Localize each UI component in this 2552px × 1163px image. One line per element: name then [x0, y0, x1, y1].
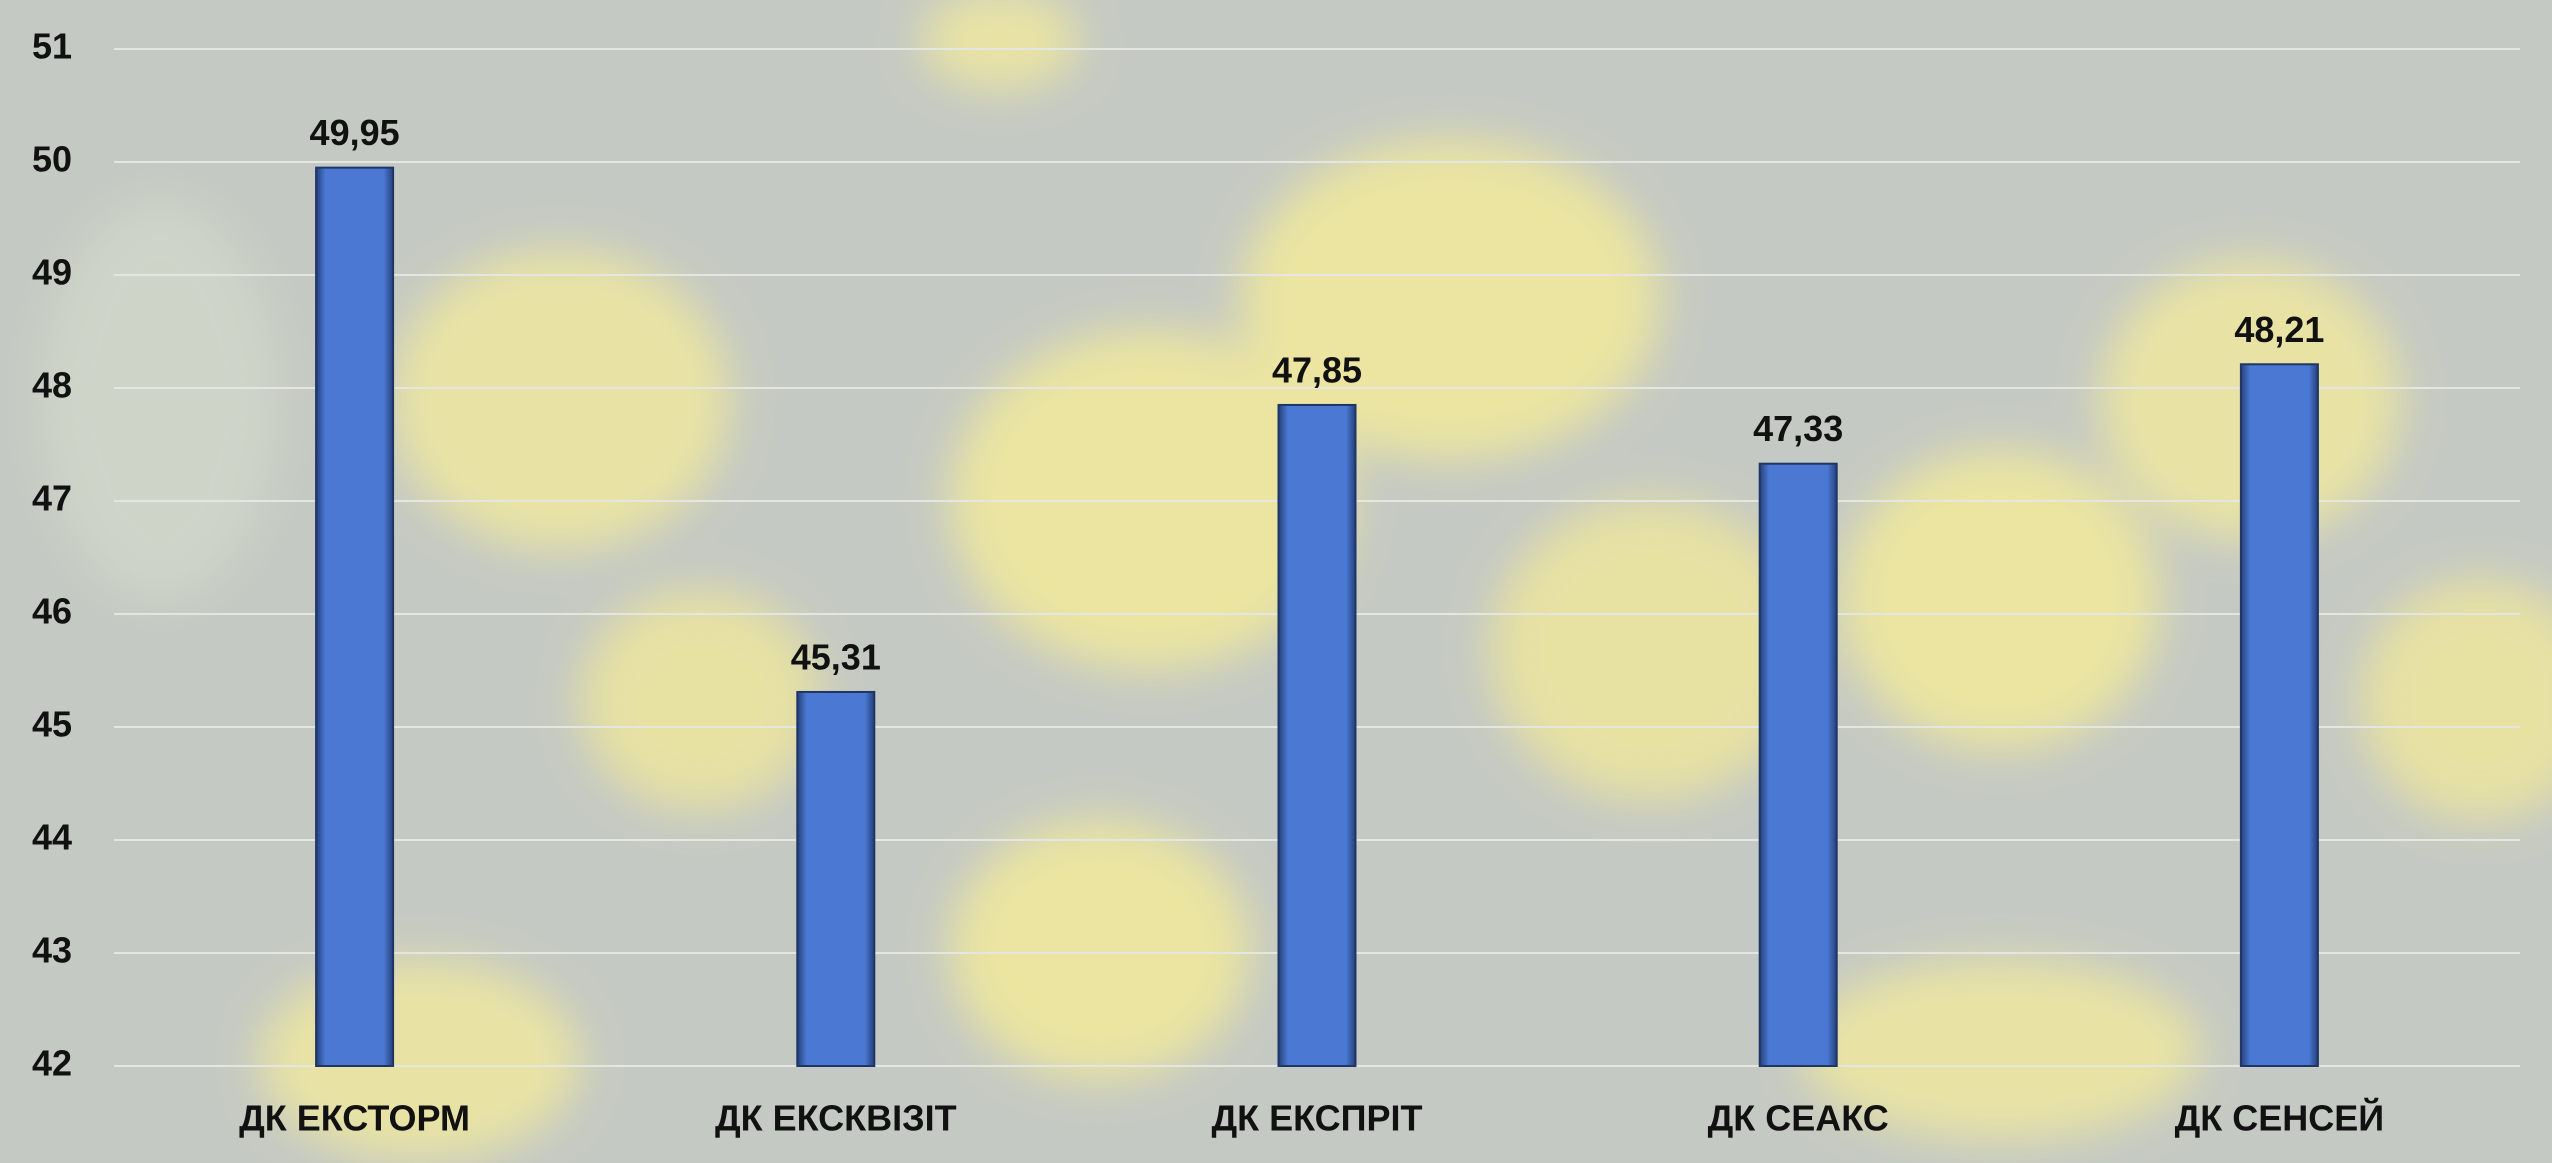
data-label: 47,33 [1753, 408, 1843, 449]
bar [796, 690, 876, 1067]
y-tick-label: 50 [32, 139, 72, 180]
y-tick-label: 47 [32, 478, 72, 519]
bar [1758, 462, 1838, 1067]
x-tick-label: ДК СЕАКС [1708, 1098, 1889, 1139]
y-tick-label: 51 [32, 26, 72, 67]
bar [1277, 403, 1357, 1067]
bar [2239, 363, 2319, 1067]
y-tick-label: 44 [32, 817, 72, 858]
plot-area: 42 43 44 45 46 47 48 49 50 51 49,95 ДК ЕКСТОРМ 45,31… [32, 26, 2520, 1139]
data-label: 47,85 [1272, 349, 1362, 390]
data-label: 49,95 [310, 112, 400, 153]
y-tick-label: 49 [32, 252, 72, 293]
y-tick-label: 48 [32, 365, 72, 406]
y-tick-label: 46 [32, 591, 72, 632]
y-tick-label: 42 [32, 1043, 72, 1084]
x-tick-label: ДК СЕНСЕЙ [2175, 1097, 2385, 1139]
data-label: 48,21 [2234, 309, 2324, 350]
data-label: 45,31 [791, 636, 881, 677]
x-tick-label: ДК ЕКСПРІТ [1211, 1098, 1422, 1139]
x-tick-label: ДК ЕКСТОРМ [239, 1098, 470, 1139]
y-tick-label: 43 [32, 930, 72, 971]
y-tick-label: 45 [32, 704, 72, 745]
bar [315, 166, 395, 1067]
x-tick-label: ДК ЕКСКВІЗІТ [715, 1098, 957, 1139]
